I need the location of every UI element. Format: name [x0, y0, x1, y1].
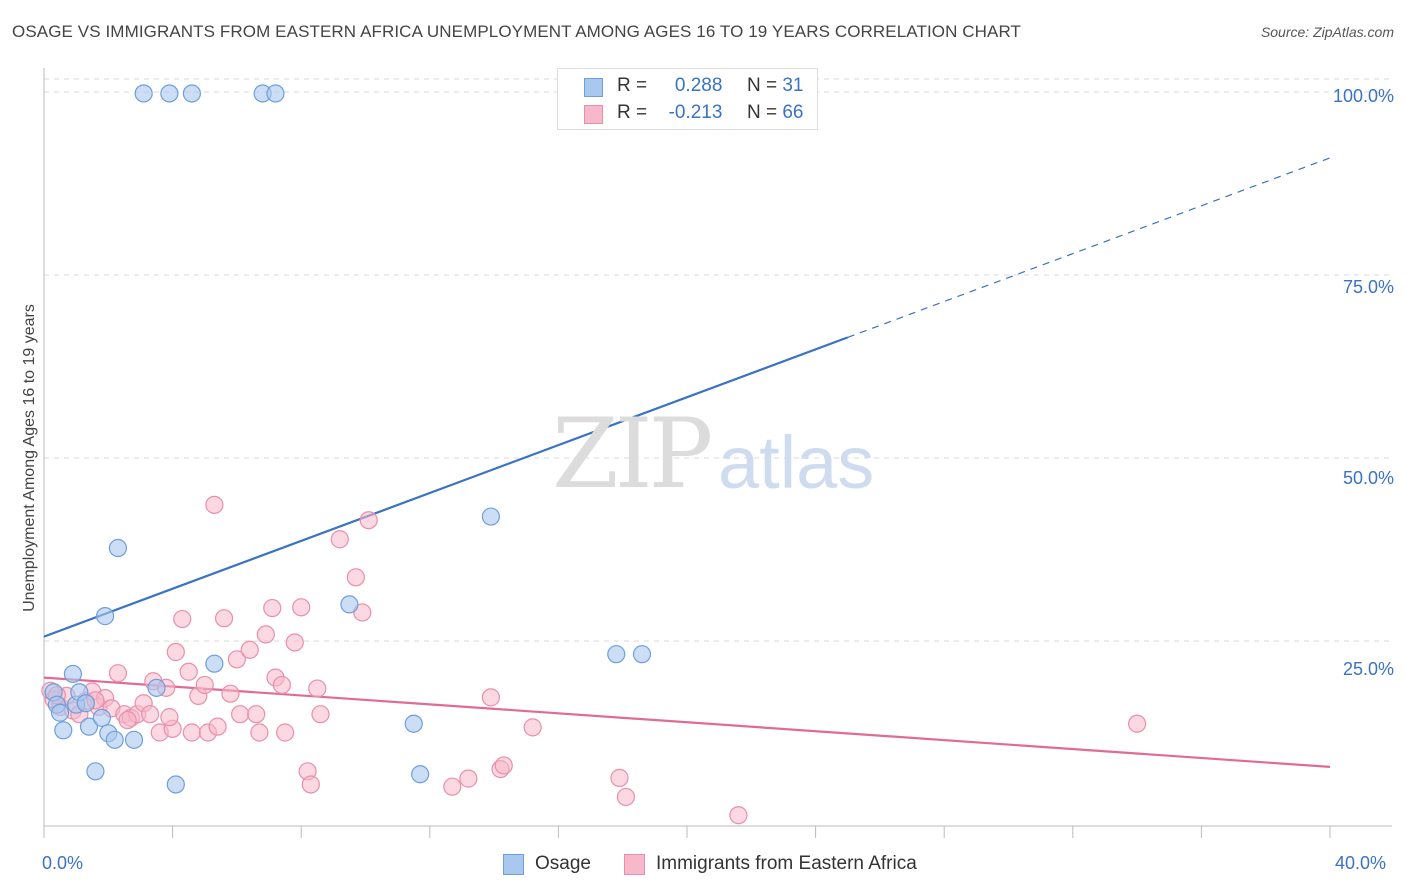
osage-point [134, 84, 153, 103]
osage-point [79, 717, 99, 736]
immig-point [205, 495, 224, 514]
osage-swatch [584, 78, 603, 97]
immig-point [195, 675, 214, 695]
immig-point [208, 717, 227, 736]
osage-legend-label: Osage [535, 853, 591, 874]
immig-point [523, 718, 542, 737]
y-tick-label: 75.0% [1342, 277, 1394, 297]
immig-point [231, 705, 250, 724]
trend-lines [43, 157, 1331, 769]
osage-point [86, 762, 105, 781]
data-points [41, 84, 1147, 825]
immig-point [160, 708, 179, 727]
osage-swatch [503, 854, 524, 875]
osage-point [108, 538, 128, 558]
osage-point [205, 654, 224, 673]
y-axis-label: Unemployment Among Ages 16 to 19 years [21, 304, 38, 612]
immig-point [610, 768, 629, 787]
immig-point [616, 787, 636, 807]
legend-r-value: 0.288 [674, 75, 723, 96]
y-tick-label: 50.0% [1342, 468, 1394, 488]
legend-n-label: N = [746, 75, 778, 96]
immig-point [481, 688, 500, 707]
immig-point [263, 598, 282, 618]
legend-n-value: 31 [782, 75, 804, 96]
immig-point [272, 675, 292, 695]
immig-point [443, 777, 462, 796]
immig-point [459, 769, 478, 788]
legend-r-label: R = [617, 102, 648, 123]
watermark-zip: ZIP [552, 398, 713, 510]
immig-point [173, 609, 192, 629]
immig-point [256, 625, 275, 644]
immig-point [247, 705, 266, 724]
immig-point [285, 633, 304, 652]
source-label: Source: ZipAtlas.com [1260, 24, 1394, 40]
osage-trend-extension [847, 157, 1331, 338]
osage-point [632, 645, 652, 664]
legend-n-value: 66 [782, 102, 804, 123]
immig-point [353, 603, 372, 622]
osage-point [63, 664, 83, 684]
chart-title: OSAGE VS IMMIGRANTS FROM EASTERN AFRICA … [12, 22, 1022, 41]
immig-point [276, 723, 295, 742]
immig-point [301, 775, 320, 794]
immig-point [1127, 714, 1147, 733]
immig-point [330, 530, 349, 549]
grid [44, 78, 1392, 642]
osage-point [607, 645, 626, 664]
osage-point [166, 775, 185, 794]
watermark-atlas: atlas [718, 421, 875, 504]
immig-point [179, 662, 198, 681]
immig-point [221, 684, 240, 703]
osage-point [92, 708, 111, 727]
axes [43, 68, 1392, 838]
immig-point [227, 650, 246, 669]
osage-point [340, 595, 359, 614]
immig-point [346, 568, 365, 587]
osage-point [147, 678, 166, 697]
immig-point [214, 609, 234, 628]
osage-point [160, 84, 179, 103]
immig-point [311, 705, 330, 724]
immig-point [140, 705, 160, 724]
immig-trend-line [43, 676, 1331, 769]
osage-point [54, 721, 73, 740]
immig-point [118, 710, 137, 730]
legend-r-value: -0.213 [668, 102, 723, 123]
x-tick-label-min: 0.0% [42, 853, 84, 873]
osage-point [481, 507, 500, 526]
x-tick-label-max: 40.0% [1335, 853, 1387, 873]
immig-point [308, 679, 327, 698]
osage-point [404, 714, 423, 733]
osage-point [105, 730, 124, 749]
osage-point [76, 694, 95, 713]
legend-n-label: N = [746, 102, 778, 123]
correlation-legend: R = 0.288 N = 31 R = -0.213 N = 66 [557, 68, 818, 130]
osage-point [95, 607, 115, 626]
osage-point [182, 84, 201, 103]
immig-swatch [584, 105, 603, 124]
immig-swatch [624, 854, 645, 875]
immig-point [729, 806, 748, 825]
osage-point [124, 730, 144, 749]
immig-point [250, 723, 269, 742]
immig-point [359, 511, 378, 530]
legend-r-label: R = [617, 75, 648, 96]
osage-trend-line [43, 336, 849, 638]
immig-point [292, 598, 311, 617]
osage-point [411, 765, 430, 784]
immig-point [108, 664, 128, 683]
osage-point [266, 84, 285, 103]
immig-point [166, 642, 185, 662]
immig-point [494, 756, 513, 775]
immig-point [182, 723, 201, 742]
y-tick-label: 25.0% [1342, 659, 1394, 679]
osage-point [50, 703, 70, 722]
immig-legend-label: Immigrants from Eastern Africa [656, 853, 917, 874]
immig-point [240, 640, 259, 659]
y-tick-label: 100.0% [1332, 86, 1394, 106]
